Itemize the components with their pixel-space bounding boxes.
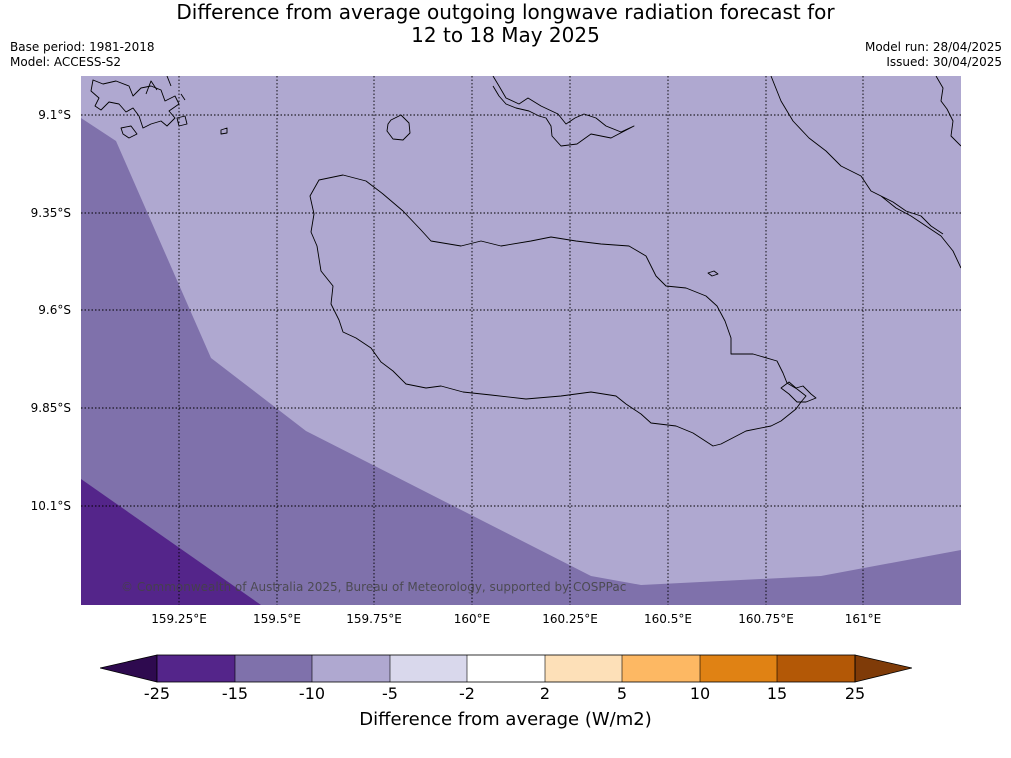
colorbar-segment (390, 655, 467, 682)
coastline-guadalcanal (309, 174, 807, 447)
coastline-islet-savo (386, 114, 411, 141)
colorbar-tick: -5 (382, 684, 398, 703)
colorbar-segment (157, 655, 235, 682)
meta-right: Model run: 28/04/2025 Issued: 30/04/2025 (865, 40, 1002, 70)
coastlines (90, 76, 961, 447)
colorbar-segment (312, 655, 390, 682)
colorbar-dividers (234, 655, 778, 682)
model-name: Model: ACCESS-S2 (10, 55, 122, 69)
colorbar-segment (467, 655, 545, 682)
title-line-1: Difference from average outgoing longwav… (176, 0, 835, 24)
title-line-2: 12 to 18 May 2025 (411, 23, 600, 47)
lon-label: 159.75°E (346, 612, 402, 626)
colorbar-extend-high (854, 654, 912, 683)
coastline-russell (90, 79, 180, 129)
lon-label: 159.25°E (151, 612, 207, 626)
colorbar-segment (545, 655, 622, 682)
colorbar-segment (777, 655, 855, 682)
colorbar-tick: -10 (298, 684, 326, 703)
colorbar-tick: -25 (143, 684, 171, 703)
coastline-islet-small (707, 270, 719, 277)
colorbar-segment (622, 655, 700, 682)
lon-label: 161°E (844, 612, 882, 626)
model-run: Model run: 28/04/2025 (864, 40, 1002, 54)
colorbar-segment (700, 655, 777, 682)
colorbar-tick: 10 (689, 684, 711, 703)
map-area (81, 76, 961, 605)
meta-left: Base period: 1981-2018 Model: ACCESS-S2 (10, 40, 155, 70)
colorbar-segment (235, 655, 312, 682)
map-svg (81, 76, 961, 605)
colorbar (100, 654, 912, 683)
lon-label: 160.75°E (738, 612, 794, 626)
lat-label: 9.35°S (30, 206, 71, 220)
coastline-malaita (770, 76, 961, 269)
colorbar-tick: 15 (766, 684, 788, 703)
coastline-russell-islets (120, 76, 228, 139)
issued-date: Issued: 30/04/2025 (886, 55, 1002, 69)
lat-label: 9.6°S (38, 303, 71, 317)
colorbar-tick: -15 (221, 684, 249, 703)
colorbar-extend-low (100, 654, 158, 683)
colorbar-label: Difference from average (W/m2) (359, 709, 652, 730)
lat-label: 9.1°S (38, 108, 71, 122)
coastline-nggela (492, 76, 635, 147)
lon-label: 160.5°E (644, 612, 692, 626)
anomaly-band-dark (81, 479, 261, 605)
coastline-tip-east (780, 381, 817, 403)
colorbar-tick: 25 (844, 684, 866, 703)
colorbar-tick: 2 (539, 684, 551, 703)
lon-label: 159.5°E (253, 612, 301, 626)
base-period: Base period: 1981-2018 (10, 40, 155, 54)
colorbar-tick: 5 (616, 684, 628, 703)
copyright-notice: © Commonwealth of Australia 2025, Bureau… (121, 580, 627, 594)
colorbar-tick: -2 (459, 684, 475, 703)
anomaly-band-medium (81, 118, 961, 605)
lon-label: 160.25°E (542, 612, 598, 626)
lat-label: 9.85°S (30, 401, 71, 415)
lon-label: 160°E (453, 612, 491, 626)
chart-title: Difference from average outgoing longwav… (0, 1, 1011, 47)
lat-label: 10.1°S (30, 499, 71, 513)
gridlines (81, 76, 961, 605)
colorbar-outline (156, 654, 856, 683)
